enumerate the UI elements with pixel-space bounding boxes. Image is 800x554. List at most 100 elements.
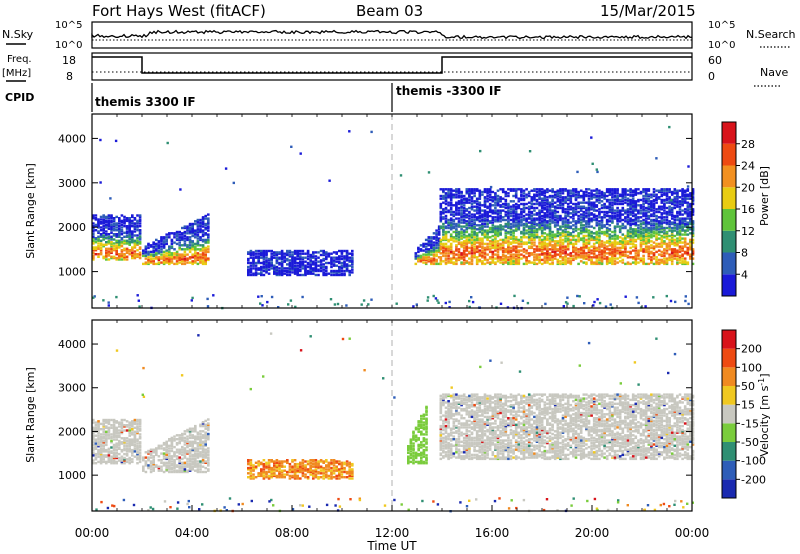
data-cell <box>647 228 651 231</box>
data-cell <box>681 246 684 250</box>
data-cell <box>107 254 111 257</box>
data-cell <box>102 425 105 428</box>
data-cell <box>204 248 207 251</box>
data-cell <box>660 253 664 256</box>
data-cell <box>598 245 601 248</box>
data-cell <box>533 188 536 191</box>
data-cell <box>296 255 299 258</box>
data-cell <box>112 438 116 441</box>
data-cell <box>199 222 202 226</box>
data-cell <box>437 249 441 252</box>
data-cell <box>286 249 289 253</box>
data-cell <box>181 253 184 256</box>
data-cell <box>462 252 466 255</box>
data-cell <box>481 226 484 230</box>
data-cell <box>626 218 630 222</box>
data-cell <box>199 258 202 262</box>
data-cell <box>543 201 547 204</box>
data-cell <box>338 268 341 271</box>
data-cell <box>107 434 111 437</box>
data-cell <box>551 250 554 254</box>
data-cell <box>517 238 521 242</box>
data-cell <box>681 237 684 240</box>
data-cell <box>509 188 513 191</box>
data-cell <box>655 210 658 214</box>
data-cell <box>533 209 536 212</box>
data-cell <box>548 241 552 244</box>
data-cell <box>468 221 471 224</box>
data-cell <box>447 189 450 192</box>
data-cell <box>444 210 448 214</box>
data-cell <box>691 262 695 266</box>
data-cell <box>598 236 601 239</box>
data-cell <box>670 250 674 254</box>
data-cell <box>595 260 599 263</box>
data-cell <box>611 220 614 223</box>
data-cell <box>546 258 549 262</box>
data-cell <box>668 253 671 256</box>
data-cell <box>569 242 573 246</box>
data-cell <box>494 226 497 230</box>
data-cell <box>546 190 549 194</box>
data-cell <box>561 202 565 206</box>
data-cell <box>574 221 578 224</box>
data-cell <box>592 226 596 230</box>
data-cell <box>118 231 121 234</box>
data-cell <box>110 242 113 245</box>
data-cell <box>452 222 456 226</box>
data-cell <box>530 238 534 242</box>
data-cell <box>543 257 547 260</box>
data-cell <box>254 268 258 271</box>
data-cell <box>444 217 448 220</box>
data-cell <box>448 306 451 309</box>
data-cell <box>110 214 113 217</box>
data-cell <box>131 221 134 224</box>
data-cell <box>582 217 586 220</box>
data-cell <box>473 230 476 234</box>
data-cell <box>540 230 544 234</box>
data-cell <box>569 200 573 203</box>
data-cell <box>616 192 619 195</box>
data-cell <box>204 228 207 231</box>
data-cell <box>273 272 276 275</box>
data-cell <box>566 208 570 211</box>
data-cell <box>629 252 632 255</box>
data-cell <box>663 242 666 246</box>
data-cell <box>683 229 687 232</box>
data-cell <box>449 221 453 224</box>
data-cell <box>629 240 632 243</box>
data-cell <box>267 261 271 265</box>
data-cell <box>595 257 599 260</box>
data-cell <box>530 220 534 223</box>
data-cell <box>488 226 492 230</box>
data-cell <box>301 264 305 267</box>
data-cell <box>637 261 640 264</box>
data-cell <box>642 240 645 243</box>
data-cell <box>595 254 599 258</box>
data-cell <box>657 205 661 208</box>
data-cell <box>650 229 653 232</box>
data-cell <box>587 202 591 206</box>
data-cell <box>449 194 453 198</box>
data-cell <box>136 255 139 258</box>
data-cell <box>691 213 695 216</box>
data-cell <box>128 219 131 223</box>
data-cell <box>138 225 142 228</box>
data-cell <box>665 261 669 264</box>
data-cell <box>522 206 526 210</box>
data-cell <box>517 260 521 263</box>
data-cell <box>125 227 129 230</box>
data-cell <box>196 228 200 231</box>
data-cell <box>97 245 100 248</box>
data-cell <box>204 261 207 264</box>
data-cell <box>520 208 523 211</box>
data-cell <box>481 249 484 252</box>
data-cell <box>660 240 664 243</box>
data-cell <box>120 455 124 458</box>
data-cell <box>546 202 549 206</box>
data-cell <box>460 234 463 238</box>
data-cell <box>447 249 450 252</box>
data-cell <box>611 198 614 202</box>
data-cell <box>247 273 250 277</box>
data-cell <box>507 216 510 219</box>
